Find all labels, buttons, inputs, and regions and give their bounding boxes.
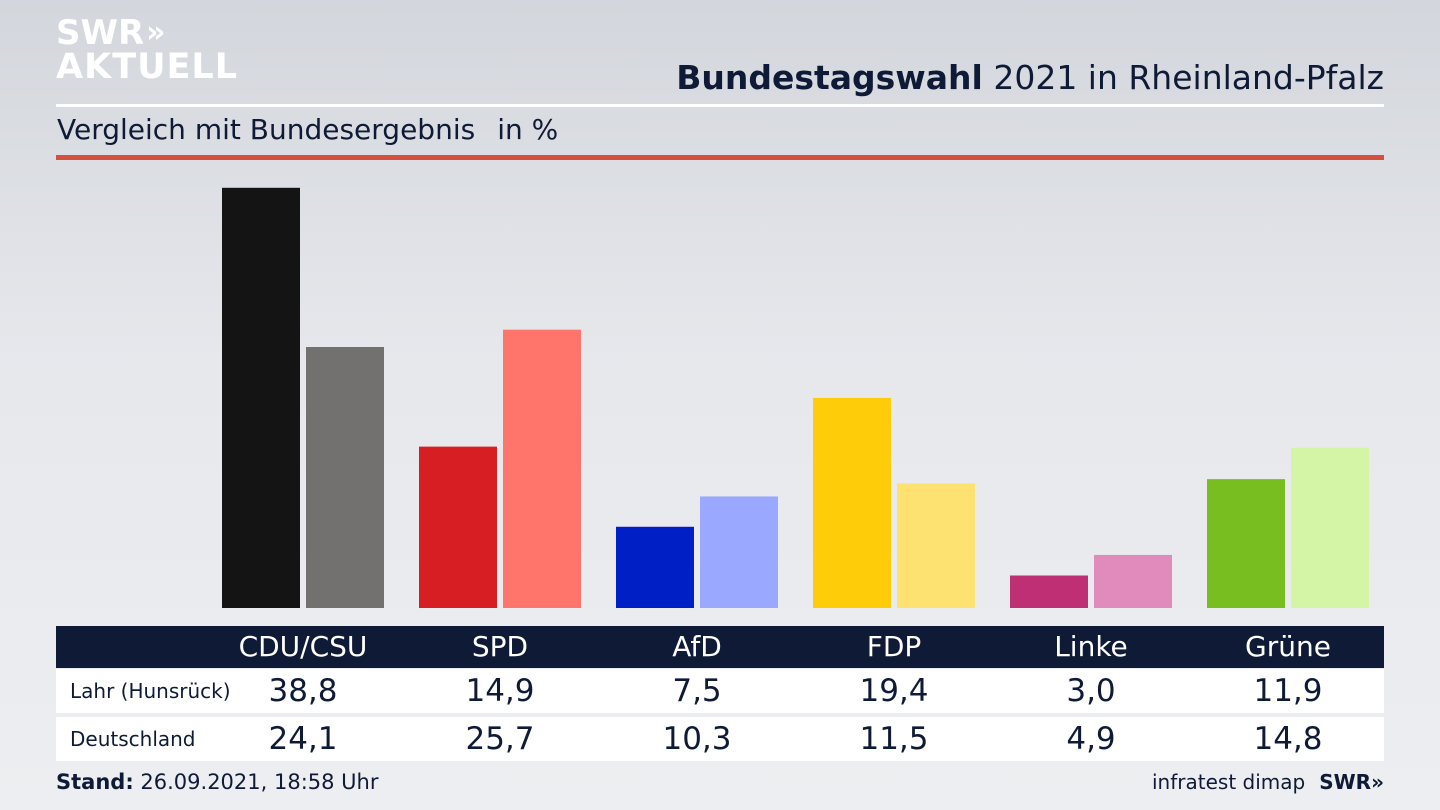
bar-spd-local	[419, 446, 497, 608]
party-header-cell: Grüne	[1245, 630, 1331, 663]
bar-afd-local	[616, 526, 694, 608]
party-header-cell: FDP	[866, 630, 922, 663]
value-cell: 25,7	[465, 721, 535, 757]
bar-cdu-csu-local	[222, 187, 300, 608]
bar-cdu-csu-national	[306, 346, 384, 608]
party-header-cell: SPD	[471, 630, 529, 663]
logo-line1: SWR	[56, 13, 145, 53]
bar-afd-national	[700, 496, 778, 608]
chart-subtitle: Vergleich mit Bundesergebnis in %	[57, 113, 558, 146]
value-cell: 14,8	[1253, 721, 1323, 757]
value-cell: 11,5	[859, 721, 929, 757]
value-cell: 38,8	[268, 673, 338, 709]
timestamp-value: 26.09.2021, 18:58 Uhr	[133, 770, 379, 794]
logo-line2: AKTUELL	[56, 47, 239, 87]
value-cell: 10,3	[662, 721, 732, 757]
title-divider	[56, 104, 1384, 107]
value-cell: 14,9	[465, 673, 535, 709]
source-credit: infratest dimap SWR»	[1152, 770, 1384, 794]
chart-title-rest: 2021 in Rheinland-Pfalz	[982, 58, 1384, 97]
chart-title-bold: Bundestagswahl	[676, 58, 983, 97]
party-header-cell: AfD	[672, 630, 722, 663]
bar-linke-local	[1010, 575, 1088, 608]
accent-divider	[56, 155, 1384, 160]
bar-gr-ne-local	[1207, 479, 1285, 608]
party-header-row: CDU/CSU SPD AfD FDP Linke Grüne	[56, 626, 1384, 668]
subtitle-unit: in %	[497, 113, 559, 146]
timestamp: Stand: 26.09.2021, 18:58 Uhr	[56, 770, 379, 794]
row-label-local: Lahr (Hunsrück)	[70, 679, 231, 703]
swr-small-logo: SWR»	[1319, 770, 1384, 794]
row-label-national: Deutschland	[70, 727, 196, 751]
source-text: infratest dimap	[1152, 770, 1306, 794]
bar-linke-national	[1094, 554, 1172, 608]
swr-brand-text: SWR	[1319, 770, 1372, 794]
value-cell: 11,9	[1253, 673, 1323, 709]
party-header-cell: CDU/CSU	[238, 630, 368, 663]
bar-gr-ne-national	[1291, 447, 1369, 608]
chart-title: Bundestagswahl 2021 in Rheinland-Pfalz	[676, 58, 1384, 97]
bar-fdp-local	[813, 397, 891, 608]
table-row-local: Lahr (Hunsrück) 38,8 14,9 7,5 19,4 3,0 11,9	[56, 669, 1384, 713]
value-cell: 19,4	[859, 673, 929, 709]
bar-spd-national	[503, 329, 581, 608]
timestamp-label: Stand:	[56, 770, 134, 794]
value-cell: 7,5	[672, 673, 722, 709]
swr-chevrons-icon: »	[1371, 770, 1384, 794]
table-row-national: Deutschland 24,1 25,7 10,3 11,5 4,9 14,8	[56, 717, 1384, 761]
party-header-cell: Linke	[1054, 630, 1128, 663]
swr-aktuell-logo: SWR» AKTUELL	[56, 13, 239, 87]
value-cell: 4,9	[1066, 721, 1116, 757]
value-cell: 24,1	[268, 721, 338, 757]
value-cell: 3,0	[1066, 673, 1116, 709]
bar-fdp-national	[897, 483, 975, 608]
subtitle-text: Vergleich mit Bundesergebnis	[57, 113, 476, 146]
